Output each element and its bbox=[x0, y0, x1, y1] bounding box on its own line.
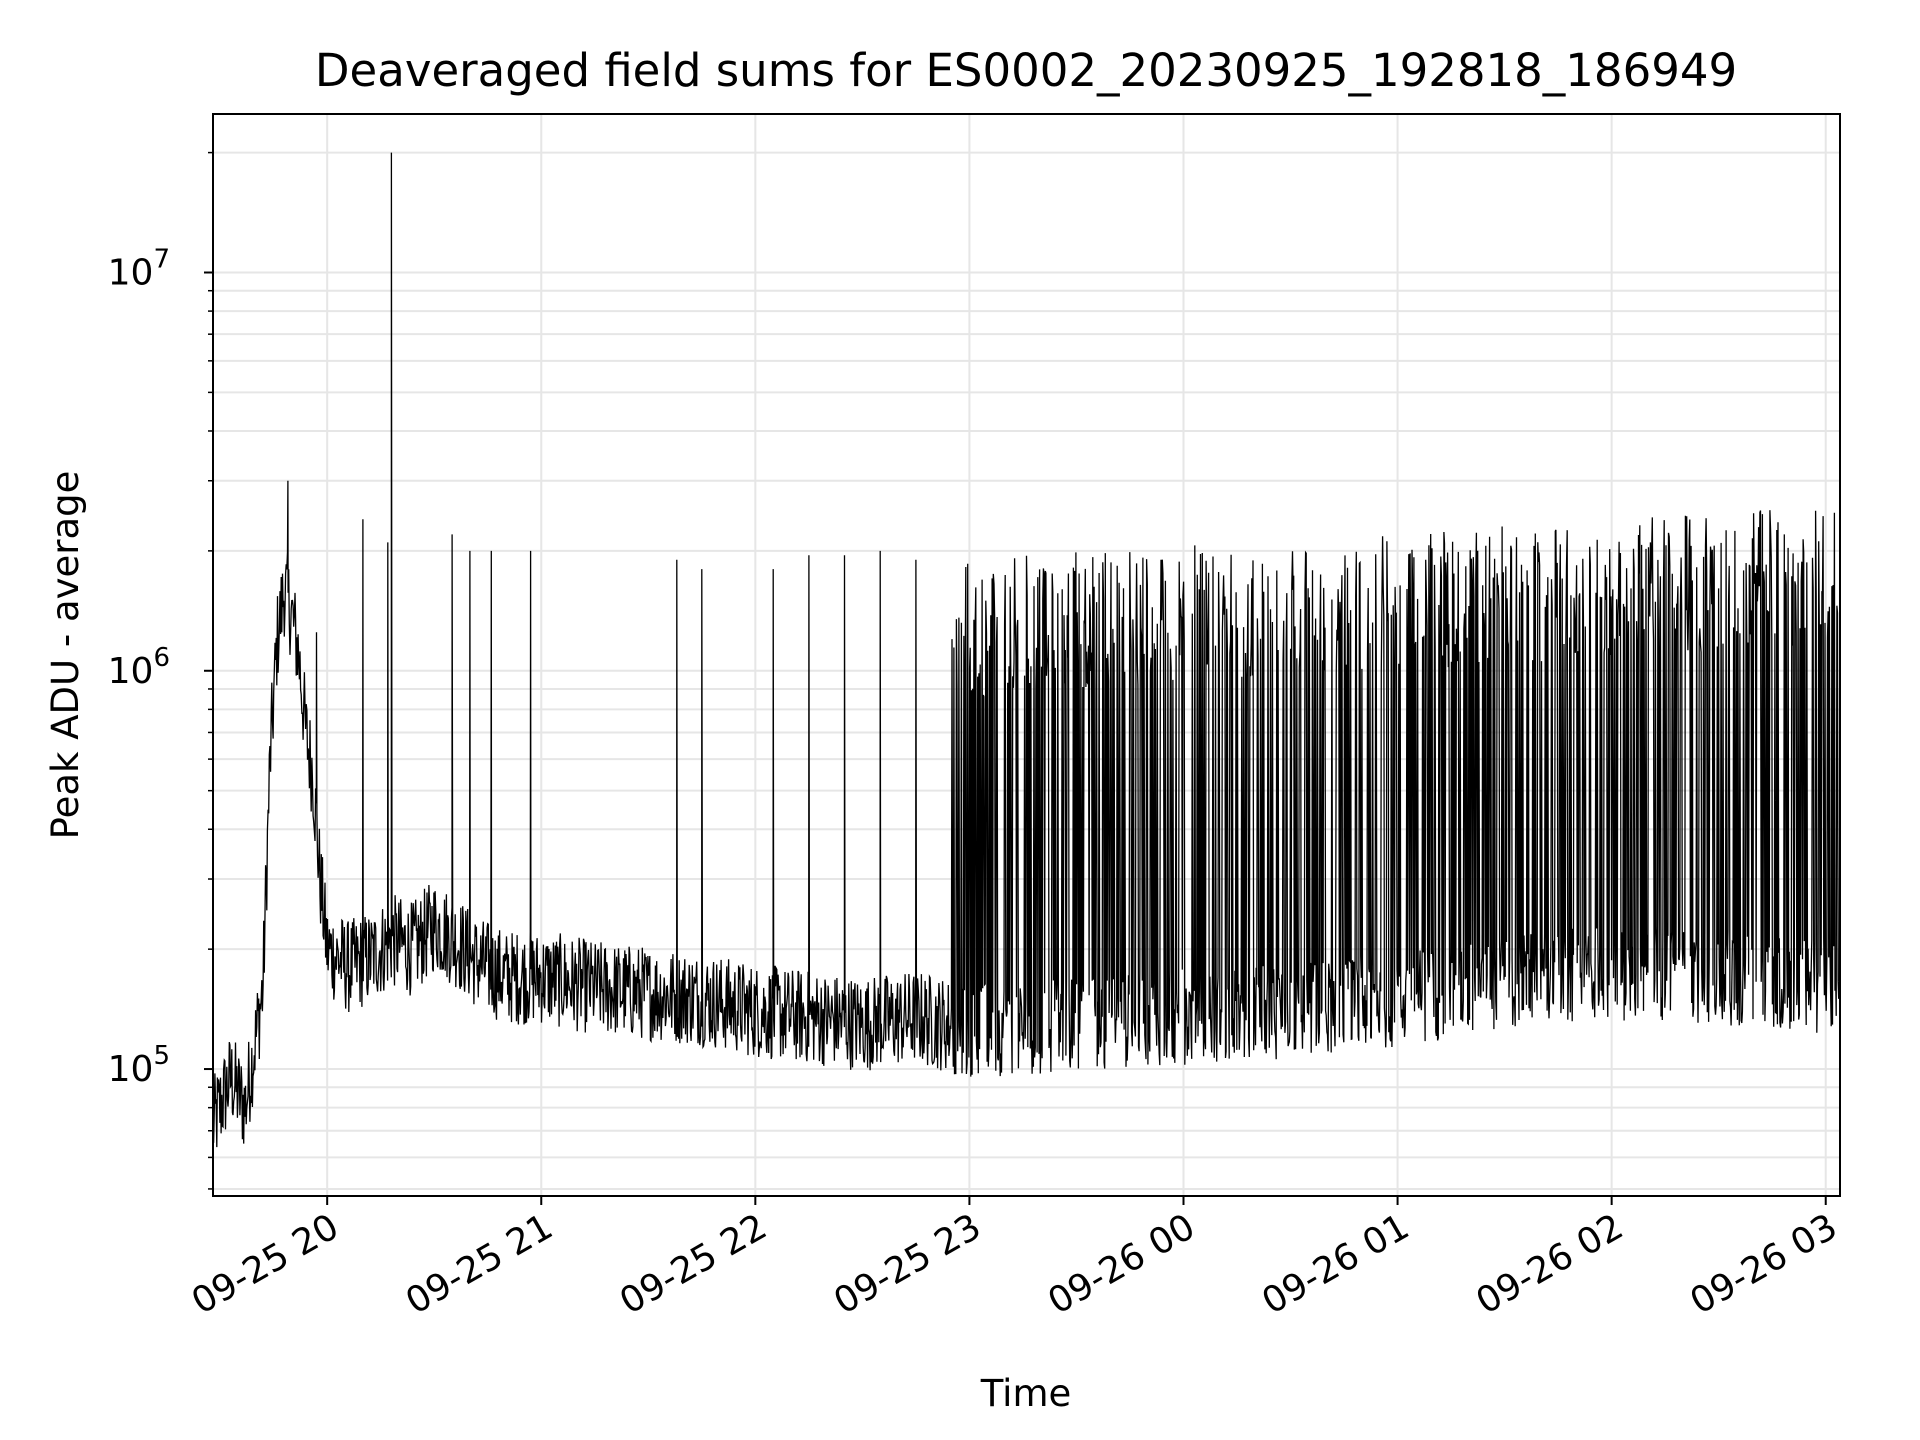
plot-frame bbox=[212, 113, 1841, 1197]
series-line bbox=[213, 152, 1840, 1148]
y-tick-label: 106 bbox=[108, 643, 170, 692]
chart-title: Deaveraged field sums for ES0002_2023092… bbox=[315, 44, 1737, 97]
y-tick-label: 107 bbox=[108, 244, 170, 293]
plot-area bbox=[213, 152, 1840, 1148]
y-tick-label: 105 bbox=[108, 1041, 170, 1090]
y-axis-label: Peak ADU - average bbox=[44, 471, 87, 840]
x-axis-label: Time bbox=[980, 1372, 1072, 1415]
y-axis: 105 106 107 bbox=[108, 151, 213, 1190]
